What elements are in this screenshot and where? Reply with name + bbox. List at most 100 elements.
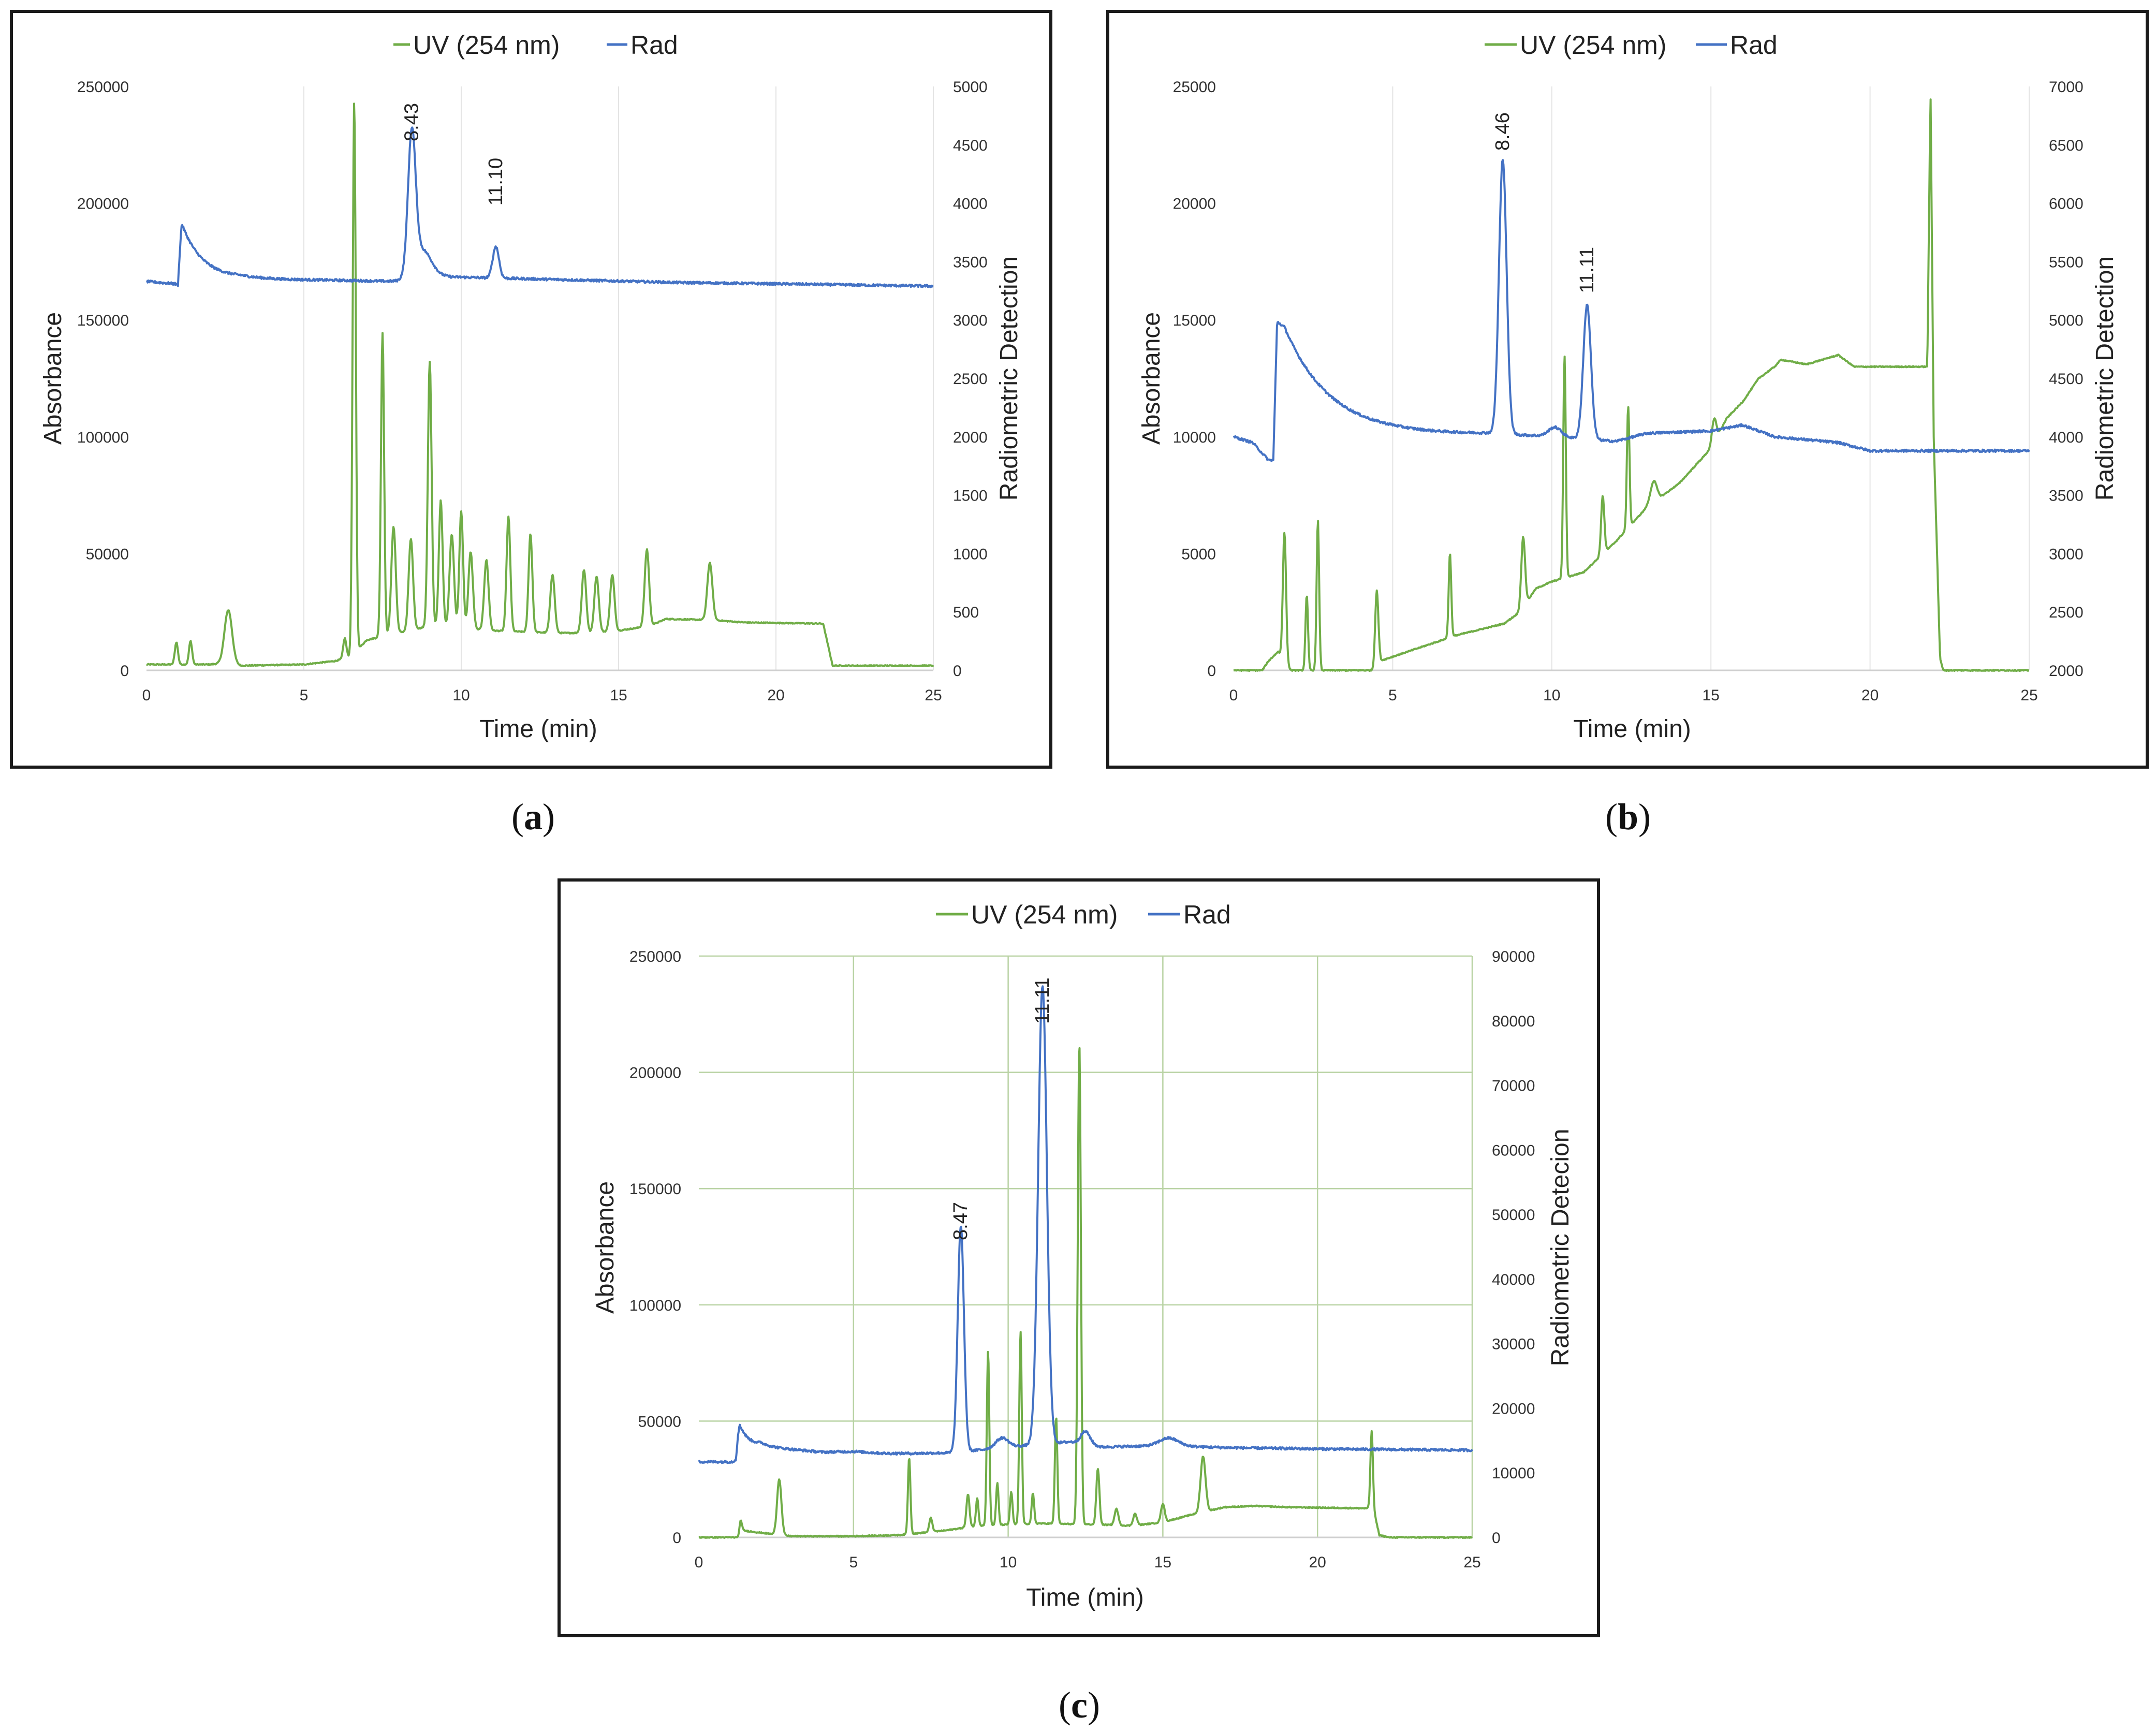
y-right-tick-label: 1000 [953,546,988,563]
panel-a-x-axis-title: Time (min) [479,715,597,743]
panel-a-y-axis-title-left: Absorbance [39,312,67,445]
x-tick-label: 10 [452,687,470,704]
x-tick-label: 25 [2020,687,2037,704]
x-tick-label: 0 [1229,687,1238,704]
panel-b-legend: UV (254 nm) Rad [1485,31,1778,60]
peak-label: 11.10 [485,158,507,206]
x-tick-label: 15 [1154,1554,1171,1571]
panel-c-frame [558,878,1600,1637]
y-right-tick-label: 60000 [1492,1142,1535,1159]
x-tick-label: 20 [1309,1554,1326,1571]
y-left-tick-label: 25000 [1173,79,1216,96]
y-right-tick-label: 4000 [953,196,988,213]
legend-rad-label: Rad [1183,900,1231,929]
y-left-tick-label: 20000 [1173,196,1216,213]
y-right-tick-label: 5500 [2049,254,2084,271]
peak-label: 11.11 [1576,247,1598,293]
y-right-tick-label: 4500 [953,137,988,154]
legend-uv-label: UV (254 nm) [971,900,1118,929]
y-right-tick-label: 30000 [1492,1336,1535,1353]
y-right-tick-label: 2000 [953,429,988,446]
rad-trace [1233,159,2030,462]
panel-a-plot: 0 5 10 15 20 25 0 50000 100000 150000 200000 250000… [77,79,988,704]
y-left-tick-label: 0 [672,1530,681,1547]
x-tick-label: 25 [1463,1554,1480,1571]
x-tick-label: 15 [610,687,627,704]
y-right-tick-label: 4500 [2049,371,2084,388]
y-right-tick-label: 2500 [953,371,988,388]
y-left-tick-label: 10000 [1173,429,1216,446]
panel-a: UV (254 nm) Rad 0 5 10 15 20 25 0 50000 100000 15… [10,10,1052,769]
panel-b-y-axis-title-right: Radiometric Detection [2091,256,2119,501]
peak-label: 8.46 [1492,112,1514,151]
y-right-tick-label: 40000 [1492,1271,1535,1288]
x-tick-label: 10 [1000,1554,1017,1571]
panel-c-legend: UV (254 nm) Rad [936,900,1231,929]
panel-c-x-axis-title: Time (min) [1026,1584,1144,1611]
y-left-tick-label: 150000 [77,312,129,329]
x-tick-label: 25 [925,687,942,704]
y-right-tick-label: 500 [953,604,979,621]
x-tick-label: 5 [849,1554,858,1571]
y-right-tick-label: 4000 [2049,429,2084,446]
y-right-tick-label: 50000 [1492,1207,1535,1224]
panel-b-plot: 0 5 10 15 20 25 0 5000 10000 15000 20000 25000 2000 2… [1173,79,2084,704]
rad-trace [698,985,1473,1464]
uv-254-trace [145,102,934,667]
y-left-tick-label: 15000 [1173,312,1216,329]
peak-label: 11.11 [1032,978,1053,1024]
y-left-tick-label: 250000 [629,948,681,965]
x-tick-label: 5 [300,687,309,704]
x-tick-label: 20 [767,687,784,704]
uv-254-trace [698,1047,1473,1539]
y-left-tick-label: 150000 [629,1181,681,1198]
legend-rad-label: Rad [1730,31,1778,60]
y-left-tick-label: 0 [1207,663,1216,680]
y-right-tick-label: 80000 [1492,1013,1535,1030]
y-right-tick-label: 0 [1492,1530,1501,1547]
y-right-tick-label: 70000 [1492,1078,1535,1095]
panel-a-frame [10,10,1052,769]
panel-b-caption-letter: b [1618,796,1638,838]
y-left-tick-label: 200000 [629,1065,681,1082]
x-tick-label: 5 [1388,687,1397,704]
peak-label: 8.43 [401,103,423,141]
panel-c-plot: 0 5 10 15 20 25 0 50000 100000 150000 200000 250000… [629,948,1535,1571]
panel-c-y-axis-title-left: Absorbance [592,1181,619,1314]
panel-b-caption: (b) [1605,796,1651,838]
uv-254-trace [1233,98,2030,672]
y-right-tick-label: 3500 [2049,488,2084,505]
y-right-tick-label: 2000 [2049,663,2084,680]
y-right-tick-label: 6000 [2049,196,2084,213]
panel-c-caption: (c) [1059,1684,1100,1726]
y-right-tick-label: 2500 [2049,604,2084,621]
panel-c-caption-letter: c [1071,1684,1088,1726]
peak-label: 8.47 [950,1202,972,1240]
legend-uv-label: UV (254 nm) [1520,31,1666,60]
x-tick-label: 0 [142,687,151,704]
y-right-tick-label: 10000 [1492,1465,1535,1482]
y-right-tick-label: 1500 [953,488,988,505]
y-right-tick-label: 5000 [2049,312,2084,329]
y-right-tick-label: 3500 [953,254,988,271]
y-right-tick-label: 6500 [2049,137,2084,154]
y-left-tick-label: 250000 [77,79,129,96]
legend-rad-label: Rad [630,31,678,60]
y-left-tick-label: 200000 [77,196,129,213]
x-tick-label: 10 [1543,687,1560,704]
y-left-tick-label: 100000 [629,1297,681,1314]
panel-a-caption: (a) [511,796,555,838]
x-tick-label: 20 [1861,687,1879,704]
y-left-tick-label: 50000 [86,546,129,563]
y-left-tick-label: 5000 [1181,546,1216,563]
y-right-tick-label: 3000 [2049,546,2084,563]
y-left-tick-label: 0 [120,663,129,680]
y-right-tick-label: 90000 [1492,948,1535,965]
y-right-tick-label: 20000 [1492,1400,1535,1417]
panel-b-frame [1106,10,2149,769]
panel-b-x-axis-title: Time (min) [1573,715,1691,743]
panel-b: UV (254 nm) Rad 0 5 10 15 20 25 0 5000 10000 1500… [1106,10,2149,769]
legend-uv-label: UV (254 nm) [413,31,560,60]
y-left-tick-label: 100000 [77,429,129,446]
